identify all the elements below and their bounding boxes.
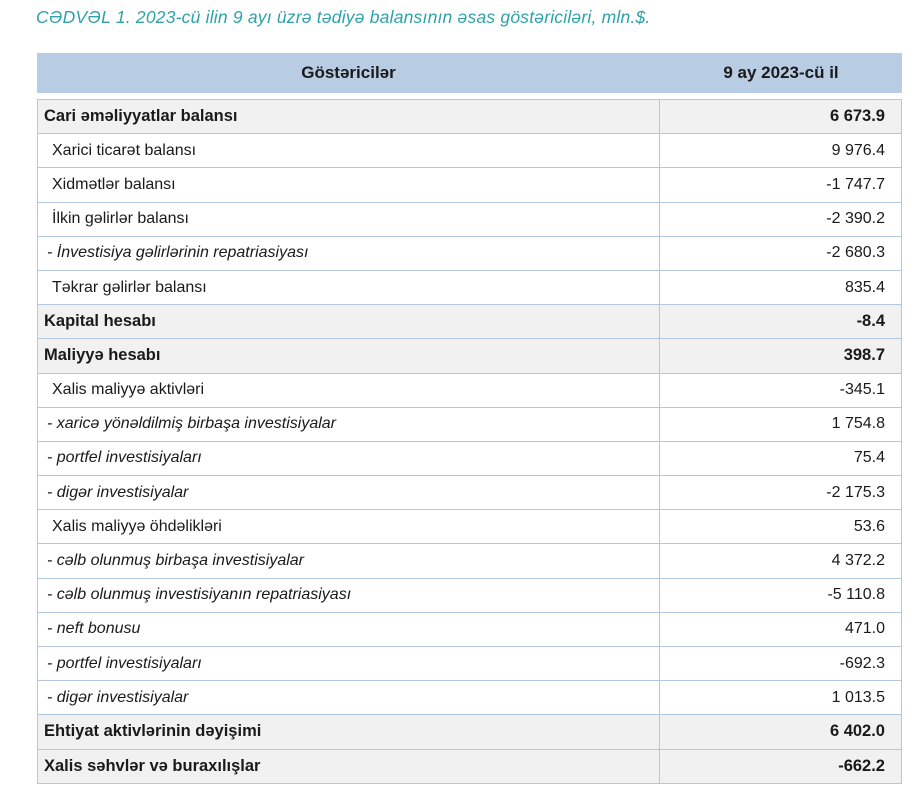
row-label: - cəlb olunmuş investisiyanın repatriasi… xyxy=(38,578,660,612)
row-value: 53.6 xyxy=(853,517,885,535)
row-value: 4 372.2 xyxy=(831,552,885,570)
table-row: Ehtiyat aktivlərinin dəyişimi 6 402.0 xyxy=(38,715,901,750)
row-value: -345.1 xyxy=(839,381,885,399)
table-row: - cəlb olunmuş investisiyanın repatriasi… xyxy=(38,578,901,613)
row-value: -5 110.8 xyxy=(827,586,885,604)
row-label: - digər investisiyalar xyxy=(38,681,660,715)
row-value: -2 680.3 xyxy=(826,244,885,262)
row-value: 9 976.4 xyxy=(831,141,885,159)
row-label: - portfel investisiyaları xyxy=(38,647,660,681)
table-row: - digər investisiyalar 1 013.5 xyxy=(38,681,901,716)
row-value: 6 673.9 xyxy=(829,107,885,126)
table-row: Kapital hesabı -8.4 xyxy=(38,305,901,340)
row-label: Xalis səhvlər və buraxılışlar xyxy=(38,749,660,783)
row-value: -662.2 xyxy=(838,756,885,775)
row-value: 835.4 xyxy=(844,278,885,296)
table-row: Xarici ticarət balansı 9 976.4 xyxy=(38,134,901,169)
row-value: 471.0 xyxy=(844,620,885,638)
table-header-row: Göstəricilər 9 ay 2023-cü il xyxy=(37,53,902,93)
row-value: -1 747.7 xyxy=(826,175,885,193)
table-row: Xalis səhvlər və buraxılışlar -662.2 xyxy=(38,749,901,784)
row-label: Ehtiyat aktivlərinin dəyişimi xyxy=(38,715,660,749)
table-row: - İnvestisiya gəlirlərinin repatriasiyas… xyxy=(38,236,901,271)
row-label: Təkrar gəlirlər balansı xyxy=(38,270,660,305)
table-row: - portfel investisiyaları -692.3 xyxy=(38,647,901,682)
header-gap xyxy=(37,93,902,99)
row-label: Kapital hesabı xyxy=(38,305,660,339)
column-header-period: 9 ay 2023-cü il xyxy=(723,63,839,82)
row-value: 398.7 xyxy=(843,346,885,365)
row-value: 1 013.5 xyxy=(831,688,885,706)
row-label: İlkin gəlirlər balansı xyxy=(38,202,660,236)
row-value: -692.3 xyxy=(839,654,885,672)
table-row: - xaricə yönəldilmiş birbaşa investisiya… xyxy=(38,407,901,442)
table-row: Cari əməliyyatlar balansı 6 673.9 xyxy=(38,100,901,135)
table-row: İlkin gəlirlər balansı -2 390.2 xyxy=(38,202,901,237)
row-value: 6 402.0 xyxy=(829,722,885,741)
row-label: Xalis maliyyə öhdəlikləri xyxy=(38,510,660,544)
table-body: Cari əməliyyatlar balansı 6 673.9 Xarici… xyxy=(37,99,902,784)
table-row: Təkrar gəlirlər balansı 835.4 xyxy=(38,270,901,306)
row-label: - cəlb olunmuş birbaşa investisiyalar xyxy=(38,544,660,578)
row-label: Xidmətlər balansı xyxy=(38,168,660,202)
row-label: Cari əməliyyatlar balansı xyxy=(38,100,660,134)
row-value: 75.4 xyxy=(853,449,885,467)
row-label: - neft bonusu xyxy=(38,612,660,646)
row-label: - portfel investisiyaları xyxy=(38,441,660,476)
table-caption: CƏDVƏL 1. 2023-cü ilin 9 ayı üzrə tədiyə… xyxy=(36,7,651,27)
balance-of-payments-table: Göstəricilər 9 ay 2023-cü il Cari əməliy… xyxy=(37,53,902,784)
row-label: Xarici ticarət balansı xyxy=(38,134,660,168)
table-row: - cəlb olunmuş birbaşa investisiyalar 4 … xyxy=(38,544,901,579)
row-label: - digər investisiyalar xyxy=(38,476,660,510)
row-value: -8.4 xyxy=(856,312,885,331)
row-value: -2 390.2 xyxy=(826,210,885,228)
table-row: - digər investisiyalar -2 175.3 xyxy=(38,476,901,511)
row-label: Xalis maliyyə aktivləri xyxy=(38,373,660,407)
table-row: Xidmətlər balansı -1 747.7 xyxy=(38,168,901,203)
row-value: 1 754.8 xyxy=(831,415,885,433)
table-row: - portfel investisiyaları 75.4 xyxy=(38,441,901,477)
column-header-indicator: Göstəricilər xyxy=(301,63,396,82)
row-value: -2 175.3 xyxy=(826,483,885,501)
table-row: Maliyyə hesabı 398.7 xyxy=(38,339,901,374)
table-row: - neft bonusu 471.0 xyxy=(38,612,901,647)
table-row: Xalis maliyyə öhdəlikləri 53.6 xyxy=(38,510,901,545)
row-label: Maliyyə hesabı xyxy=(38,339,660,373)
table-row: Xalis maliyyə aktivləri -345.1 xyxy=(38,373,901,408)
row-label: - İnvestisiya gəlirlərinin repatriasiyas… xyxy=(38,236,660,270)
row-label: - xaricə yönəldilmiş birbaşa investisiya… xyxy=(38,407,660,441)
